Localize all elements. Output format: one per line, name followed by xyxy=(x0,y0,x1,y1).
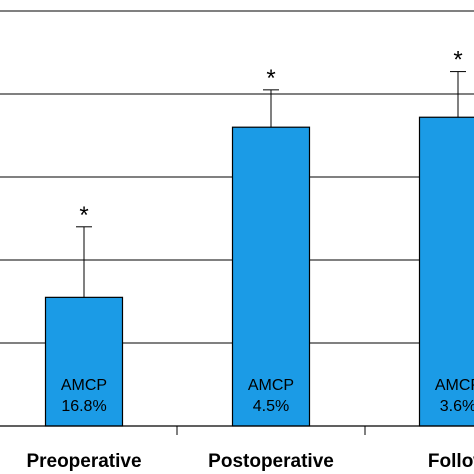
bar-labels: * AMCP 16.8% * AMCP 4.5% * AMCP 3.6% xyxy=(61,47,474,415)
x-tick-label: Follow xyxy=(428,451,474,472)
significance-marker: * xyxy=(453,47,462,74)
x-axis: Preoperative Postoperative Follow xyxy=(0,425,474,472)
bar-label-value: 16.8% xyxy=(61,398,106,415)
bars xyxy=(44,71,474,427)
bar xyxy=(44,296,124,427)
bar-label-name: AMCP xyxy=(435,377,474,394)
bar-label-name: AMCP xyxy=(61,377,107,394)
significance-marker: * xyxy=(266,65,275,92)
bar-label-name: AMCP xyxy=(248,377,294,394)
bar-label-value: 3.6% xyxy=(440,398,474,415)
bar-label-value: 4.5% xyxy=(253,398,289,415)
x-tick-label: Postoperative xyxy=(208,451,334,472)
bar xyxy=(231,126,311,427)
x-tick-label: Preoperative xyxy=(26,451,141,472)
significance-marker: * xyxy=(79,202,88,229)
